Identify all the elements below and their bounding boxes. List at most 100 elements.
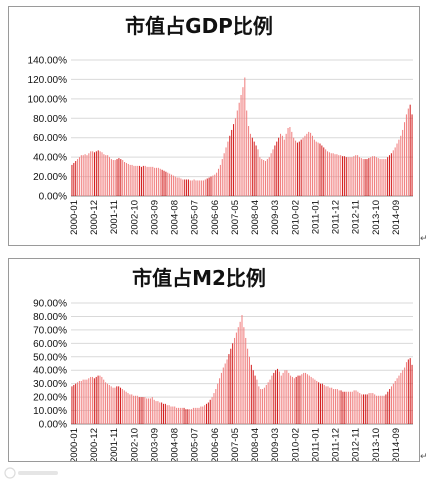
y-tick-label: 10.00% [33, 406, 67, 417]
bar [201, 180, 203, 196]
bar [284, 370, 286, 424]
bar [280, 133, 282, 196]
bar [174, 176, 176, 196]
bar [86, 155, 88, 196]
y-tick-label: 40.00% [33, 366, 67, 377]
bar [225, 147, 227, 196]
bar [379, 395, 381, 424]
bar [234, 118, 236, 196]
x-tick-label: 2000-12 [89, 428, 100, 461]
paragraph-mark: ↵ [420, 452, 428, 462]
bar [346, 391, 348, 424]
bar [80, 155, 82, 196]
bar [75, 161, 77, 196]
bar [349, 391, 351, 424]
bar [274, 145, 276, 196]
bar [91, 376, 94, 424]
bar [127, 393, 129, 424]
bar [95, 151, 97, 196]
bar [368, 393, 370, 424]
bar [209, 399, 211, 424]
x-tick-label: 2002-10 [129, 200, 140, 235]
bar [340, 155, 342, 196]
bar [153, 399, 155, 424]
x-tick-label: 2012-11 [351, 428, 362, 461]
bar [304, 135, 306, 196]
bar [230, 348, 232, 424]
bar [308, 375, 310, 424]
bar [366, 159, 368, 196]
bar [273, 372, 275, 424]
bar [321, 383, 323, 424]
bar [82, 379, 84, 424]
bar [301, 374, 303, 424]
bar [295, 140, 297, 196]
bar [254, 375, 256, 424]
bar [311, 135, 313, 196]
bar [315, 141, 317, 196]
bar [189, 180, 191, 196]
bar [249, 133, 251, 196]
y-tick-label: 120.00% [28, 75, 68, 86]
bar [93, 378, 95, 424]
bar [192, 407, 194, 424]
bar [286, 370, 288, 424]
bar [148, 166, 150, 196]
bar [224, 363, 226, 424]
y-tick-label: 0.00% [39, 420, 67, 431]
bar [289, 127, 291, 196]
bar [78, 380, 80, 424]
x-tick-label: 2000-12 [89, 200, 100, 235]
bar [388, 155, 391, 196]
bars [71, 315, 413, 424]
bar [404, 122, 406, 196]
bar [250, 364, 252, 424]
bar [364, 159, 366, 196]
bar [181, 407, 183, 424]
bar [318, 382, 320, 424]
bar [131, 394, 133, 424]
bar [90, 151, 92, 196]
bar [398, 375, 400, 424]
bar [411, 114, 413, 196]
y-tick-label: 70.00% [33, 325, 67, 336]
bar [169, 173, 171, 196]
x-tick-label: 2011-12 [331, 200, 342, 234]
bar [370, 393, 372, 424]
bar [233, 124, 235, 196]
bars [71, 77, 413, 196]
bar [144, 165, 146, 196]
bar [283, 139, 285, 196]
y-tick-label: 90.00% [33, 299, 67, 310]
bar [101, 152, 103, 196]
bar [296, 142, 298, 196]
bar [351, 391, 353, 424]
bar [159, 402, 161, 424]
bar [400, 372, 402, 424]
bar [136, 395, 138, 424]
bar [179, 407, 181, 424]
bar [151, 397, 153, 424]
bar [404, 367, 406, 424]
bar [191, 180, 193, 196]
bar [372, 393, 374, 424]
x-tick-label: 2008-04 [250, 200, 261, 235]
bar [125, 162, 127, 196]
chart-title: 市值占GDP比例 [125, 14, 273, 38]
bar [299, 375, 301, 424]
bar [229, 135, 231, 196]
bar [235, 332, 237, 424]
bar [353, 156, 355, 196]
bar [347, 157, 349, 196]
bar [281, 135, 283, 196]
bar [373, 156, 375, 196]
bar [206, 178, 208, 196]
bar [251, 137, 253, 196]
bar [178, 177, 180, 196]
x-tick-label: 2001-11 [109, 428, 120, 461]
bar [272, 149, 274, 196]
bar [165, 171, 167, 196]
y-ticks: 0.00% 10.00% 20.00% 30.00% 40.00% 50.00% 60.00… [33, 299, 67, 431]
bar [219, 378, 221, 424]
bar [124, 162, 126, 196]
